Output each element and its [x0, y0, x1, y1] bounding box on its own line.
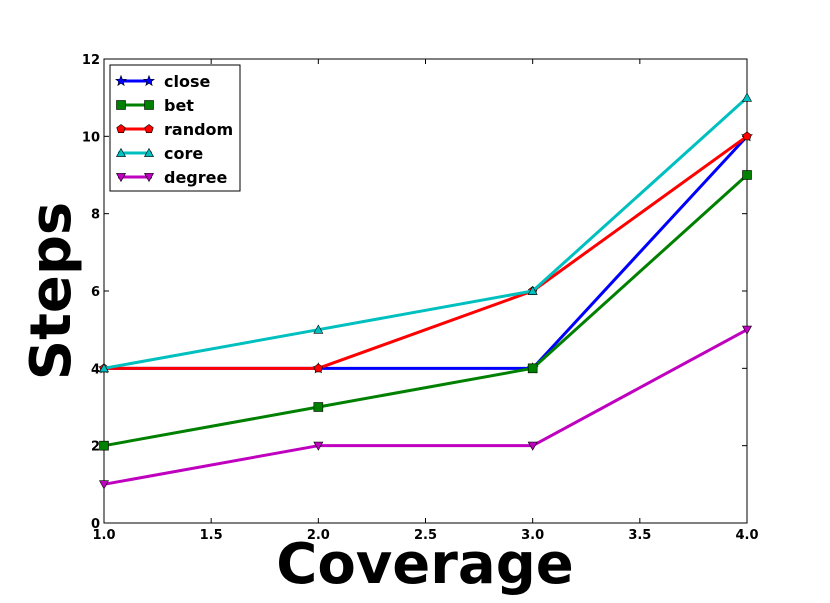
legend-label: degree: [164, 168, 228, 187]
legend-marker: [116, 100, 126, 110]
data-point-bet: [99, 440, 109, 451]
x-axis-title: Coverage: [276, 532, 574, 597]
legend-item-bet: bet: [116, 96, 194, 115]
series-bet: [99, 170, 752, 451]
y-tick-label: 4: [91, 362, 100, 377]
y-tick-label: 0: [91, 517, 100, 532]
y-tick-label: 12: [82, 53, 100, 68]
legend-item-close: close: [115, 72, 210, 91]
legend-marker: [143, 173, 155, 183]
y-axis-title: Steps: [19, 202, 84, 381]
x-tick-label: 2.0: [307, 528, 330, 543]
y-tick-label: 8: [91, 208, 100, 223]
series-group: [98, 92, 753, 490]
data-point-degree: [313, 441, 324, 451]
data-point-degree: [741, 325, 753, 335]
legend-label: core: [164, 144, 203, 163]
legend-label: close: [164, 72, 210, 91]
legend-marker: [143, 74, 155, 87]
legend-marker: [143, 147, 155, 157]
data-point-degree: [98, 480, 110, 490]
data-point-random: [742, 131, 752, 141]
legend-marker: [144, 100, 154, 110]
legend: close bet random core degree: [109, 64, 241, 192]
axes-group: 1.0 1.5 2.0 2.5 3.0 3.5 4.0 0 2 4 6 8 10 12: [82, 53, 759, 543]
x-tick-label: 4.0: [735, 528, 758, 543]
x-tick-label: 1.5: [200, 528, 223, 543]
series-line-core: [103, 96, 749, 370]
x-tick-label: 1.0: [92, 528, 115, 543]
legend-item-random: random: [116, 120, 233, 139]
series-line-bet: [103, 173, 749, 448]
data-point-random: [313, 363, 323, 373]
series-line-random: [104, 135, 748, 370]
y-tick-label: 2: [91, 440, 100, 455]
series-line-degree: [103, 328, 748, 486]
data-point-bet: [742, 170, 752, 180]
y-tick-label: 10: [82, 130, 100, 145]
data-point-bet: [313, 402, 324, 412]
y-tick-label: 6: [91, 285, 100, 300]
series-degree: [98, 325, 753, 490]
data-point-core: [527, 285, 538, 295]
legend-marker: [115, 147, 127, 157]
data-point-core: [313, 324, 324, 334]
legend-marker: [115, 173, 127, 183]
x-tick-label: 3.5: [628, 528, 651, 543]
legend-item-core: core: [115, 144, 203, 163]
data-point-degree: [527, 441, 538, 451]
data-point-core: [98, 363, 110, 373]
x-tick-label: 3.0: [521, 528, 544, 543]
legend-item-degree: degree: [115, 168, 228, 187]
legend-marker: [115, 74, 127, 87]
legend-marker: [116, 124, 126, 133]
data-point-core: [741, 92, 753, 102]
x-tick-label: 2.5: [414, 528, 437, 543]
legend-marker: [144, 124, 154, 133]
series-core: [98, 92, 753, 373]
legend-label: random: [164, 120, 233, 139]
legend-label: bet: [164, 96, 194, 115]
data-point-bet: [527, 363, 538, 374]
